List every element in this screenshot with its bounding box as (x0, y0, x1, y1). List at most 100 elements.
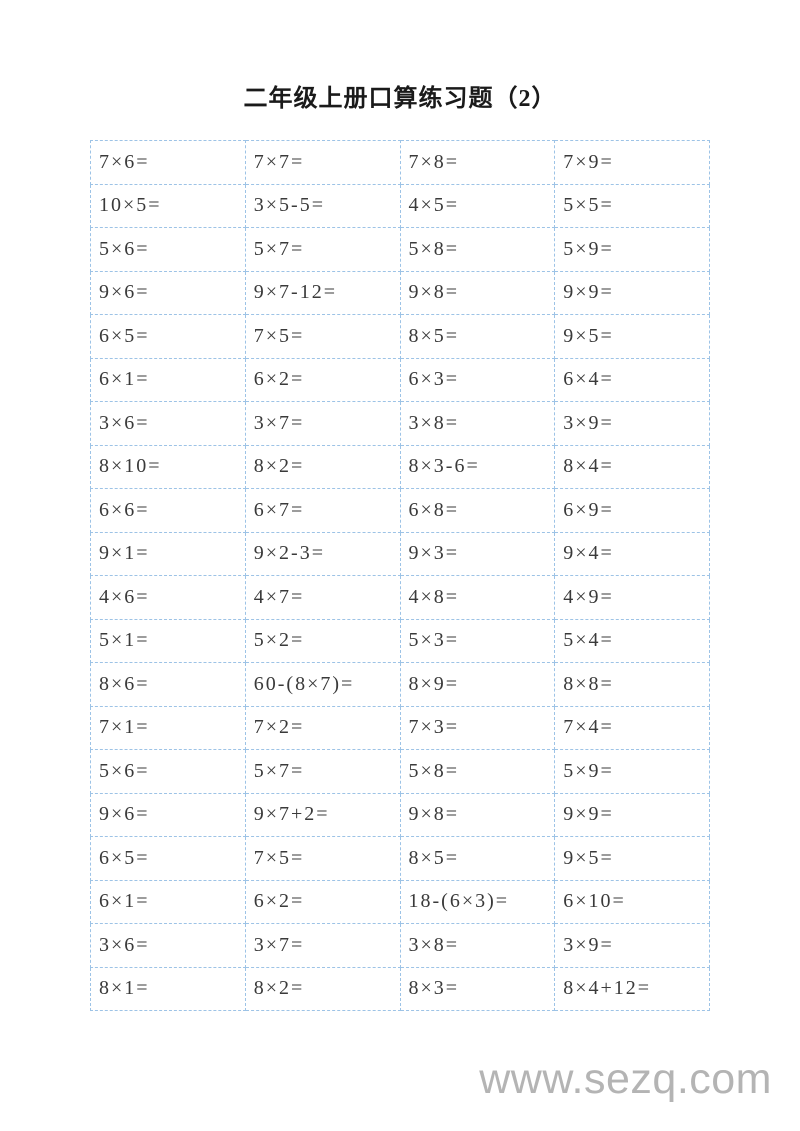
problem-cell: 5×3= (399, 618, 556, 663)
problem-cell: 5×7= (244, 749, 401, 794)
table-row: 8×1= 8×2= 8×3= 8×4+12= (90, 966, 710, 1011)
problem-cell: 8×9= (399, 662, 556, 707)
table-row: 4×6= 4×7= 4×8= 4×9= (90, 575, 710, 620)
problem-cell: 5×9= (554, 227, 710, 272)
table-row: 3×6= 3×7= 3×8= 3×9= (90, 923, 710, 968)
problem-cell: 6×1= (90, 879, 246, 924)
table-row: 9×6= 9×7-12= 9×8= 9×9= (90, 270, 710, 315)
problem-cell: 8×6= (90, 662, 246, 707)
problem-cell: 6×9= (554, 488, 710, 533)
problem-cell: 9×8= (399, 792, 556, 837)
problem-cell: 3×9= (554, 401, 710, 446)
problem-cell: 4×5= (399, 183, 556, 228)
problem-cell: 4×6= (90, 575, 246, 620)
problem-cell: 6×5= (90, 836, 246, 881)
table-row: 6×1= 6×2= 6×3= 6×4= (90, 357, 710, 402)
table-row: 8×10= 8×2= 8×3-6= 8×4= (90, 444, 710, 489)
problem-cell: 7×9= (554, 140, 710, 185)
problem-cell: 7×5= (244, 314, 401, 359)
problem-cell: 3×6= (90, 401, 246, 446)
problem-cell: 9×6= (90, 270, 246, 315)
problem-cell: 4×7= (244, 575, 401, 620)
problem-cell: 6×6= (90, 488, 246, 533)
table-row: 3×6= 3×7= 3×8= 3×9= (90, 401, 710, 446)
problem-cell: 6×3= (399, 357, 556, 402)
page-title: 二年级上册口算练习题（2） (243, 86, 557, 112)
problem-cell: 7×6= (90, 140, 246, 185)
problem-cell: 6×2= (244, 879, 401, 924)
problems-table: 7×6= 7×7= 7×8= 7×9= 10×5= 3×5-5= 4×5= 5×5= 5×6= 5… (90, 140, 710, 1011)
problem-cell: 9×6= (90, 792, 246, 837)
problem-cell: 3×7= (244, 401, 401, 446)
problem-cell: 9×9= (554, 270, 710, 315)
table-row: 9×1= 9×2-3= 9×3= 9×4= (90, 531, 710, 576)
problem-cell: 9×7+2= (244, 792, 401, 837)
problem-cell: 8×4+12= (554, 966, 710, 1011)
table-row: 7×1= 7×2= 7×3= 7×4= (90, 705, 710, 750)
problem-cell: 7×8= (399, 140, 556, 185)
problem-cell: 9×1= (90, 531, 246, 576)
table-row: 6×5= 7×5= 8×5= 9×5= (90, 836, 710, 881)
problem-cell: 5×4= (554, 618, 710, 663)
problem-cell: 7×1= (90, 705, 246, 750)
table-row: 5×6= 5×7= 5×8= 5×9= (90, 749, 710, 794)
table-row: 6×1= 6×2= 18-(6×3)= 6×10= (90, 879, 710, 924)
problem-cell: 4×8= (399, 575, 556, 620)
problem-cell: 6×4= (554, 357, 710, 402)
problem-cell: 5×8= (399, 227, 556, 272)
problem-cell: 6×5= (90, 314, 246, 359)
problem-cell: 9×5= (554, 314, 710, 359)
problem-cell: 9×9= (554, 792, 710, 837)
problem-cell: 8×2= (244, 966, 401, 1011)
problem-cell: 3×8= (399, 923, 556, 968)
problem-cell: 3×5-5= (244, 183, 401, 228)
problem-cell: 8×1= (90, 966, 246, 1011)
problem-cell: 4×9= (554, 575, 710, 620)
problem-cell: 8×4= (554, 444, 710, 489)
problem-cell: 5×8= (399, 749, 556, 794)
problem-cell: 9×7-12= (244, 270, 401, 315)
problem-cell: 6×1= (90, 357, 246, 402)
table-row: 6×6= 6×7= 6×8= 6×9= (90, 488, 710, 533)
table-row: 5×1= 5×2= 5×3= 5×4= (90, 618, 710, 663)
problem-cell: 8×3= (399, 966, 556, 1011)
problem-cell: 3×6= (90, 923, 246, 968)
problem-cell: 3×9= (554, 923, 710, 968)
problem-cell: 5×2= (244, 618, 401, 663)
problem-cell: 8×5= (399, 314, 556, 359)
problem-cell: 8×8= (554, 662, 710, 707)
problem-cell: 7×2= (244, 705, 401, 750)
table-row: 8×6= 60-(8×7)= 8×9= 8×8= (90, 662, 710, 707)
problem-cell: 5×5= (554, 183, 710, 228)
problem-cell: 5×1= (90, 618, 246, 663)
problem-cell: 5×7= (244, 227, 401, 272)
problem-cell: 8×2= (244, 444, 401, 489)
problem-cell: 7×4= (554, 705, 710, 750)
problem-cell: 10×5= (90, 183, 246, 228)
problem-cell: 5×6= (90, 227, 246, 272)
problem-cell: 6×10= (554, 879, 710, 924)
problem-cell: 9×8= (399, 270, 556, 315)
watermark-text: www.sezq.com (479, 1055, 772, 1103)
table-row: 5×6= 5×7= 5×8= 5×9= (90, 227, 710, 272)
problem-cell: 9×3= (399, 531, 556, 576)
problem-cell: 60-(8×7)= (244, 662, 401, 707)
problem-cell: 9×2-3= (244, 531, 401, 576)
problem-cell: 8×5= (399, 836, 556, 881)
problem-cell: 6×7= (244, 488, 401, 533)
table-row: 7×6= 7×7= 7×8= 7×9= (90, 140, 710, 185)
problem-cell: 9×5= (554, 836, 710, 881)
problem-cell: 6×2= (244, 357, 401, 402)
problem-cell: 5×6= (90, 749, 246, 794)
table-row: 10×5= 3×5-5= 4×5= 5×5= (90, 183, 710, 228)
problem-cell: 18-(6×3)= (399, 879, 556, 924)
problem-cell: 3×7= (244, 923, 401, 968)
problem-cell: 7×5= (244, 836, 401, 881)
problem-cell: 7×7= (244, 140, 401, 185)
table-row: 9×6= 9×7+2= 9×8= 9×9= (90, 792, 710, 837)
problem-cell: 9×4= (554, 531, 710, 576)
problem-cell: 3×8= (399, 401, 556, 446)
problem-cell: 8×3-6= (399, 444, 556, 489)
problem-cell: 6×8= (399, 488, 556, 533)
